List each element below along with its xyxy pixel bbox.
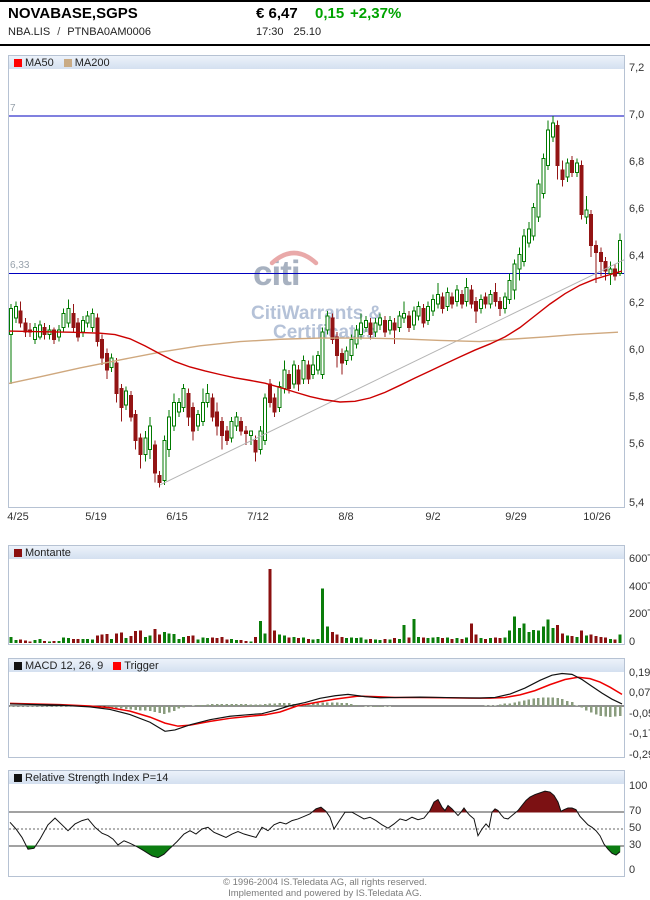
rsi-chart[interactable] xyxy=(9,784,624,876)
isin-code: PTNBA0AM0006 xyxy=(67,26,152,38)
copyright-footer: © 1996-2004 IS.Teledata AG, all rights r… xyxy=(0,877,650,899)
trigger-legend-label: Trigger xyxy=(124,659,159,672)
rsi-panel[interactable]: Relative Strength Index P=14 xyxy=(8,770,625,877)
date-axis-label: 4/25 xyxy=(7,511,29,523)
watermark-line1: CitiWarrants & xyxy=(251,303,383,324)
volume-y-axis-label: 400T xyxy=(629,580,650,593)
instrument-name: NOVABASE,SGPS xyxy=(8,5,138,22)
quote-time: 17:30 xyxy=(256,26,284,38)
ma50-legend-label: MA50 xyxy=(25,56,54,69)
volume-chart[interactable] xyxy=(9,559,624,644)
volume-y-axis-label: 0 xyxy=(629,636,636,648)
price-chart-panel[interactable]: MA50 MA200 citi CitiWarrants & Certifica… xyxy=(8,55,625,508)
rsi-legend-label: Relative Strength Index P=14 xyxy=(25,771,169,784)
rsi-y-axis-label: 0 xyxy=(629,864,636,876)
quote-date: 25.10 xyxy=(293,26,322,38)
rsi-y-axis-label: 100 xyxy=(629,780,648,792)
last-price: € 6,47 xyxy=(256,5,298,22)
date-axis-label: 9/29 xyxy=(505,511,527,523)
volume-legend-label: Montante xyxy=(25,546,71,559)
candlestick-chart[interactable] xyxy=(9,69,624,507)
rsi-legend: Relative Strength Index P=14 xyxy=(9,771,624,784)
price-change: 0,15 xyxy=(315,5,345,22)
price-chart-legend: MA50 MA200 xyxy=(9,56,624,69)
alert-line-label: 7 xyxy=(10,103,16,114)
price-y-axis-label: 7,2 xyxy=(629,62,645,74)
macd-y-axis-label: 0,19 xyxy=(629,666,650,679)
copyright-line2: Implemented and powered by IS.Teledata A… xyxy=(228,887,422,899)
rsi-y-axis-label: 70 xyxy=(629,805,642,818)
macd-y-axis-label: -0,17 xyxy=(629,728,650,741)
volume-legend-swatch xyxy=(14,548,22,557)
date-axis-label: 9/2 xyxy=(425,511,441,523)
price-y-axis-label: 5,4 xyxy=(629,497,645,509)
header-divider xyxy=(0,44,650,46)
ma200-legend-swatch xyxy=(63,58,72,67)
date-axis-label: 7/12 xyxy=(247,511,269,523)
rsi-y-axis-label: 30 xyxy=(629,838,642,851)
date-axis-label: 8/8 xyxy=(338,511,354,523)
price-change-percent: +2,37% xyxy=(350,5,402,22)
volume-y-axis-label: 600T xyxy=(629,552,650,565)
quote-timestamp: 17:30 25.10 xyxy=(256,26,331,38)
price-y-axis-label: 5,8 xyxy=(629,391,645,403)
price-y-axis-label: 6,8 xyxy=(629,156,645,168)
rsi-y-axis-label: 50 xyxy=(629,822,642,834)
date-axis-label: 5/19 xyxy=(85,511,107,523)
trigger-legend-swatch xyxy=(113,661,122,670)
ma50-legend-swatch xyxy=(14,58,22,67)
macd-y-axis-label: -0,05 xyxy=(629,707,650,720)
instrument-ids: NBA.LIS / PTNBA0AM0006 xyxy=(8,26,151,38)
macd-legend: MACD 12, 26, 9 Trigger xyxy=(9,659,624,672)
date-axis-label: 6/15 xyxy=(166,511,188,523)
volume-legend: Montante xyxy=(9,546,624,559)
ticker-symbol: NBA.LIS xyxy=(8,26,51,38)
copyright-line1: © 1996-2004 IS.Teledata AG, all rights r… xyxy=(223,877,427,888)
date-axis-label: 10/26 xyxy=(583,511,611,523)
macd-panel[interactable]: MACD 12, 26, 9 Trigger xyxy=(8,658,625,758)
alert-line-label: 6,33 xyxy=(10,260,30,272)
id-separator: / xyxy=(57,26,61,38)
macd-legend-swatch xyxy=(14,661,22,670)
price-y-axis-label: 7,0 xyxy=(629,109,645,121)
ma200-legend-label: MA200 xyxy=(74,56,110,69)
price-y-axis-label: 6,6 xyxy=(629,203,645,215)
price-y-axis-label: 6,0 xyxy=(629,344,645,356)
volume-panel[interactable]: Montante xyxy=(8,545,625,645)
macd-y-axis-label: -0,29 xyxy=(629,748,650,761)
rsi-legend-swatch xyxy=(14,773,22,782)
price-y-axis-label: 6,4 xyxy=(629,250,645,262)
top-border xyxy=(0,0,650,2)
price-y-axis-label: 5,6 xyxy=(629,438,645,450)
macd-y-axis-label: 0,07 xyxy=(629,687,650,700)
citi-arc-icon xyxy=(269,250,319,266)
macd-chart[interactable] xyxy=(9,672,624,757)
price-y-axis-label: 6,2 xyxy=(629,297,645,309)
volume-y-axis-label: 200T xyxy=(629,608,650,621)
macd-legend-label: MACD 12, 26, 9 xyxy=(25,659,104,672)
